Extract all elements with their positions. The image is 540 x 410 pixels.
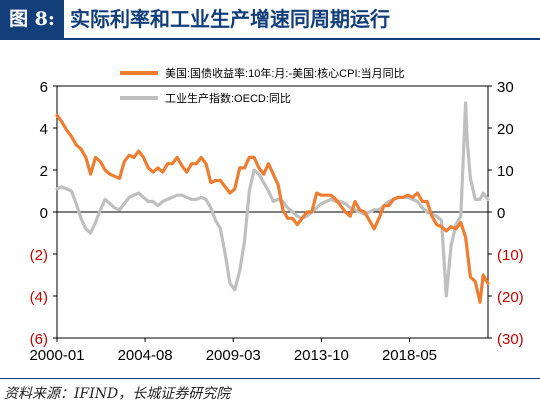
figure-title: 实际利率和工业生产增速同周期运行 (70, 7, 390, 31)
legend-item-real-rate-label: 美国:国债收益率:10年:月:-美国:核心CPI:当月同比 (165, 66, 405, 80)
y-right-tick-label: (30) (497, 331, 524, 348)
y-left-tick-label: 0 (40, 205, 48, 222)
y-left-tick-label: 4 (40, 121, 48, 138)
legend-item-oecd-industrial-production-label: 工业生产指数:OECD:同比 (165, 91, 291, 105)
footer-divider (0, 378, 540, 379)
y-right-tick-label: (10) (497, 247, 524, 264)
x-tick-label: 2009-03 (206, 347, 261, 364)
y-right-tick-label: 0 (497, 205, 505, 222)
y-left-tick-label: (4) (30, 289, 48, 306)
y-left-tick-label: 2 (40, 163, 48, 180)
legend: 美国:国债收益率:10年:月:-美国:核心CPI:当月同比工业生产指数:OECD… (120, 66, 405, 105)
y-left-tick-label: 6 (40, 79, 48, 96)
figure-number-label: 图 8: (0, 0, 64, 38)
y-right-tick-label: 10 (497, 163, 514, 180)
y-right-tick-label: 20 (497, 121, 514, 138)
y-left-tick-label: (2) (30, 247, 48, 264)
x-tick-label: 2018-05 (382, 347, 437, 364)
y-left-tick-label: (6) (30, 331, 48, 348)
series-lines (55, 101, 490, 304)
figure-header: 图 8: 实际利率和工业生产增速同周期运行 (0, 0, 540, 38)
header-divider (0, 38, 540, 40)
x-tick-label: 2004-08 (118, 347, 173, 364)
series-line-oecd-industrial-production (55, 101, 490, 298)
x-tick-label: 2013-10 (294, 347, 349, 364)
y-right-tick-label: 30 (497, 79, 514, 96)
y-right-tick-label: (20) (497, 289, 524, 306)
series-line-real-rate (55, 113, 490, 304)
source-note: 资料来源：IFIND，长城证券研究院 (4, 386, 231, 402)
x-tick-label: 2000-01 (29, 347, 84, 364)
